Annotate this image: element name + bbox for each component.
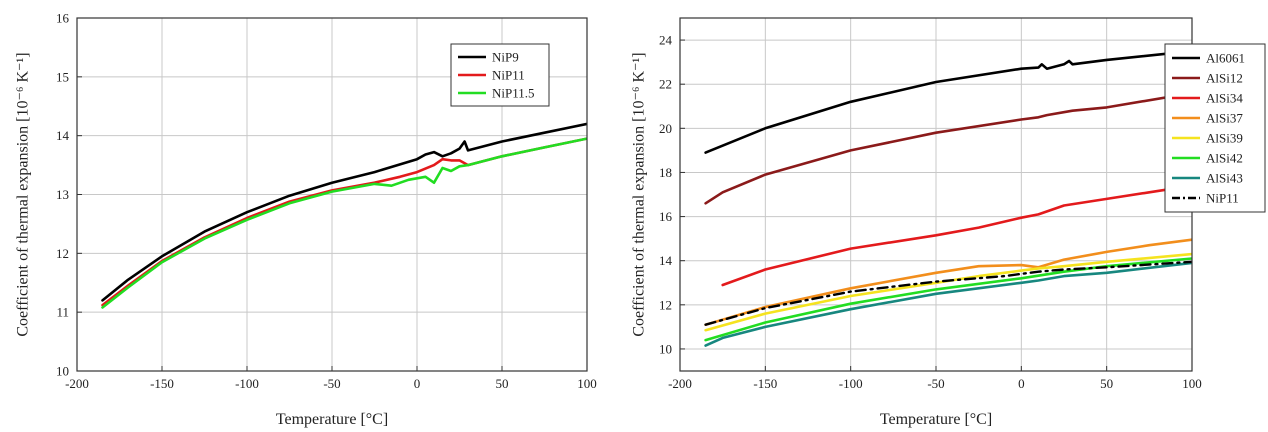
right-y-tick-label: 20: [659, 121, 672, 136]
right-x-tick-label: -50: [927, 376, 944, 391]
left-x-tick-label: 0: [414, 376, 421, 391]
right-y-tick-label: 12: [659, 297, 672, 312]
left-legend-label: NiP9: [492, 50, 519, 65]
left-x-tick-label: -100: [235, 376, 259, 391]
left-y-tick-label: 14: [56, 128, 70, 143]
left-y-tick-label: 15: [56, 69, 69, 84]
right-y-tick-label: 14: [659, 253, 673, 268]
right-legend-label: AlSi37: [1206, 111, 1243, 126]
right-legend: Al6061 AlSi12 AlSi34 AlSi37 AlSi39 AlSi42 AlSi…: [1164, 43, 1266, 213]
right-legend-label: AlSi42: [1206, 151, 1243, 166]
right-series-line-alsi12: [704, 91, 1192, 205]
left-x-tick-label: -50: [323, 376, 340, 391]
left-y-tick-label: 10: [56, 364, 69, 379]
right-legend-label: AlSi43: [1206, 171, 1243, 186]
left-x-tick-label: -150: [150, 376, 174, 391]
right-chart-panel: -200 -150 -100 -50 0 50 100 10 12 14 16 18 20 22 24 Tem…: [631, 17, 1266, 428]
right-series-line-al6061: [704, 49, 1192, 154]
left-y-tick-label: 11: [56, 305, 69, 320]
right-x-tick-label: -100: [839, 376, 863, 391]
right-series-line-nip11: [704, 260, 1192, 326]
right-x-axis-title: Temperature [°C]: [880, 411, 992, 428]
right-series-line-alsi39: [704, 252, 1192, 332]
left-y-tick-label: 12: [56, 246, 69, 261]
left-series-line-nip11: [101, 137, 587, 307]
left-series-line-nip11-5: [101, 137, 587, 309]
right-legend-label: Al6061: [1206, 51, 1245, 66]
left-legend: NiP9 NiP11 NiP11.5: [450, 43, 550, 107]
left-x-axis-title: Temperature [°C]: [276, 411, 388, 428]
right-legend-box: [1164, 43, 1266, 213]
left-series-group: [101, 122, 587, 309]
right-y-tick-label: 22: [659, 77, 672, 92]
left-legend-label: NiP11: [492, 68, 525, 83]
left-y-axis-title: Coefficient of thermal expansion [10⁻⁶ K…: [15, 52, 32, 336]
right-x-tick-label: -150: [753, 376, 777, 391]
right-legend-label: NiP11: [1206, 191, 1239, 206]
left-chart-panel: -200 -150 -100 -50 0 50 100 10 11 12 13 14 15 16 Tempe…: [15, 11, 597, 429]
right-series-group: [704, 49, 1192, 347]
right-legend-label: AlSi34: [1206, 91, 1243, 106]
left-y-tick-label: 16: [56, 11, 70, 26]
right-x-tick-label: 100: [1182, 376, 1202, 391]
right-series-line-alsi34: [721, 184, 1192, 287]
right-legend-label: AlSi12: [1206, 71, 1243, 86]
left-x-tick-label: -200: [65, 376, 89, 391]
right-y-tick-label: 16: [659, 209, 673, 224]
right-y-tick-label: 10: [659, 341, 672, 356]
right-x-tick-label: 50: [1100, 376, 1113, 391]
left-x-tick-label: 100: [577, 376, 597, 391]
right-legend-label: AlSi39: [1206, 131, 1243, 146]
right-x-tick-label: 0: [1018, 376, 1025, 391]
right-series-line-alsi43: [704, 261, 1192, 347]
right-y-tick-label: 24: [659, 33, 673, 48]
left-legend-label: NiP11.5: [492, 86, 535, 101]
right-y-tick-label: 18: [659, 165, 672, 180]
right-x-tick-label: -200: [668, 376, 692, 391]
right-series-line-alsi37: [704, 238, 1192, 326]
left-x-tick-label: 50: [496, 376, 509, 391]
left-y-tick-label: 13: [56, 187, 69, 202]
left-series-line-nip9: [101, 122, 587, 302]
right-y-axis-title: Coefficient of thermal expansion [10⁻⁶ K…: [631, 52, 648, 336]
